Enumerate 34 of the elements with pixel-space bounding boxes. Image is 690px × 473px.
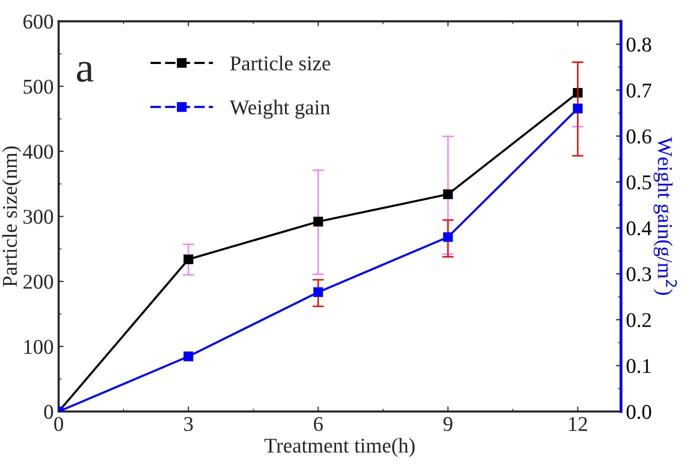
y-tick-label: 200 (23, 274, 53, 289)
point (184, 254, 194, 264)
y-tick-label: 100 (24, 340, 53, 354)
y2-axis-title: Weight gain(g/m$^{2}$) (654, 137, 677, 295)
y-tick-label: 600 (23, 14, 53, 29)
y2-tick-label: 0.7 (626, 84, 652, 98)
y-axis-title: Particle size(nm) (2, 146, 22, 287)
point (184, 352, 194, 362)
x-tick-label: 3 (184, 417, 193, 432)
y-tick-label: 500 (24, 80, 53, 94)
x-axis-title: Treatment time(h) (264, 438, 415, 457)
x-tick-label: 12 (569, 417, 588, 431)
x-tick-label: 9 (443, 417, 452, 432)
point (313, 287, 324, 298)
y-tick-label: 0 (44, 404, 53, 419)
y2-tick-label: 0.4 (626, 221, 652, 236)
annotation: a (76, 62, 94, 82)
point (443, 232, 453, 242)
y2-tick-label: 0.1 (626, 358, 651, 374)
legend-label: Particle size (230, 56, 330, 70)
x-tick-label: 6 (314, 417, 323, 432)
y2-tick-label: 0.8 (626, 38, 652, 52)
y-tick-label: 300 (24, 210, 53, 224)
point (572, 104, 583, 114)
y2-tick-label: 0.0 (626, 404, 652, 420)
y2-tick-label: 0.2 (626, 313, 651, 328)
legend-label: Weight gain (230, 100, 330, 119)
point (313, 216, 324, 226)
point (443, 189, 453, 200)
x-tick-label: 0 (54, 416, 64, 432)
y2-tick-label: 0.3 (626, 267, 652, 282)
y-tick-label: 400 (22, 144, 53, 159)
y2-tick-label: 0.5 (626, 175, 652, 190)
y2-tick-label: 0.6 (626, 129, 652, 144)
